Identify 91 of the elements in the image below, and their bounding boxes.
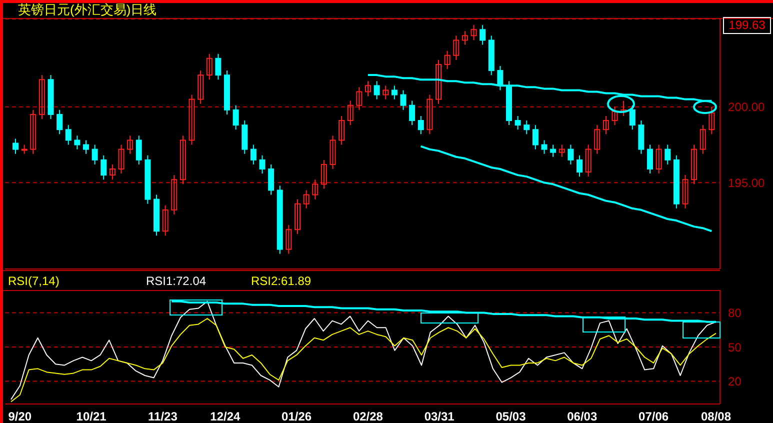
candlestick xyxy=(426,94,433,135)
x-tick-label: 01/26 xyxy=(282,410,312,423)
candlestick xyxy=(550,144,556,158)
candlestick xyxy=(558,144,565,158)
series-label: RSI1:72.04 xyxy=(146,274,208,288)
candlestick xyxy=(56,109,63,135)
candlestick xyxy=(400,90,406,110)
candlestick xyxy=(38,74,45,120)
y-tick-label: 195.00 xyxy=(728,176,766,190)
candlestick xyxy=(347,100,354,126)
candlestick xyxy=(232,104,239,130)
candlestick xyxy=(382,85,389,100)
candlestick xyxy=(391,85,398,100)
candlestick xyxy=(330,135,336,170)
y-tick-label: 80 xyxy=(728,306,742,320)
candlestick xyxy=(585,144,592,178)
x-tick-label: 03/31 xyxy=(424,410,455,423)
candlestick xyxy=(682,174,688,209)
x-tick-label: 9/20 xyxy=(8,410,32,423)
candlestick xyxy=(21,144,28,154)
candlestick xyxy=(612,106,618,126)
y-tick-label: 200.00 xyxy=(728,100,766,114)
candlestick xyxy=(320,159,327,190)
candlestick xyxy=(92,144,98,165)
candlestick xyxy=(620,100,627,116)
text: 199.63 xyxy=(723,17,771,34)
x-tick-label: 07/06 xyxy=(638,410,669,423)
line-series xyxy=(420,145,713,232)
candlestick xyxy=(162,204,168,236)
candlestick xyxy=(109,164,116,180)
candlestick xyxy=(294,198,300,235)
candlestick xyxy=(188,94,195,146)
candlestick xyxy=(708,106,715,135)
candlestick xyxy=(365,80,371,97)
candlestick xyxy=(664,144,671,165)
candlestick xyxy=(602,115,609,135)
candlestick xyxy=(250,144,256,165)
candlestick xyxy=(470,24,477,41)
x-tick-label: 12/24 xyxy=(210,410,241,423)
x-tick-label: 11/23 xyxy=(148,410,178,423)
candlestick xyxy=(127,135,134,154)
candlestick xyxy=(118,144,124,174)
legend-title: RSI(7,14) xyxy=(8,274,60,288)
candlestick xyxy=(65,124,72,146)
candlestick xyxy=(171,174,178,215)
candlestick xyxy=(12,138,18,154)
candlestick xyxy=(568,144,574,165)
text: RSI2:61.89 xyxy=(251,274,312,288)
chart-title: 英镑日元(外汇交易)日线 xyxy=(18,2,157,18)
candlestick xyxy=(453,35,460,60)
candlestick xyxy=(409,100,416,126)
candlestick xyxy=(576,154,582,178)
candlestick xyxy=(629,104,636,130)
candlestick xyxy=(356,86,362,110)
candlestick xyxy=(338,115,345,146)
candlestick xyxy=(198,70,204,104)
candlestick xyxy=(436,59,442,104)
y-tick-label: 20 xyxy=(728,374,742,388)
candlestick xyxy=(524,120,530,135)
x-tick-label: 02/28 xyxy=(352,410,384,423)
y-tick-label: 50 xyxy=(728,340,742,354)
candlestick xyxy=(700,124,706,154)
candlestick xyxy=(374,80,380,100)
x-tick-label: 10/21 xyxy=(76,410,107,423)
candlestick xyxy=(647,144,653,174)
candlestick xyxy=(594,124,600,154)
candlestick xyxy=(418,115,424,135)
candlestick xyxy=(303,190,310,209)
candlestick xyxy=(312,179,318,200)
candlestick xyxy=(268,164,274,196)
candlestick xyxy=(656,144,662,174)
candlestick xyxy=(206,53,212,80)
candlestick xyxy=(541,140,548,154)
candlestick xyxy=(514,115,521,130)
candlestick xyxy=(83,140,89,154)
candlestick xyxy=(180,135,186,185)
candlestick xyxy=(480,24,486,46)
candlestick xyxy=(286,224,292,254)
candlestick xyxy=(259,154,266,174)
x-tick-label: 06/03 xyxy=(567,410,598,423)
x-tick-label: 05/03 xyxy=(496,410,526,423)
candlestick xyxy=(691,144,698,185)
candlestick xyxy=(215,53,222,80)
candlestick xyxy=(532,124,538,150)
candlestick xyxy=(444,50,450,70)
candlestick xyxy=(30,109,36,154)
candlestick xyxy=(74,135,80,150)
x-tick-label: 08/08 xyxy=(700,410,732,423)
candlestick xyxy=(462,30,468,46)
candlestick xyxy=(100,154,107,180)
candlestick xyxy=(136,135,142,165)
